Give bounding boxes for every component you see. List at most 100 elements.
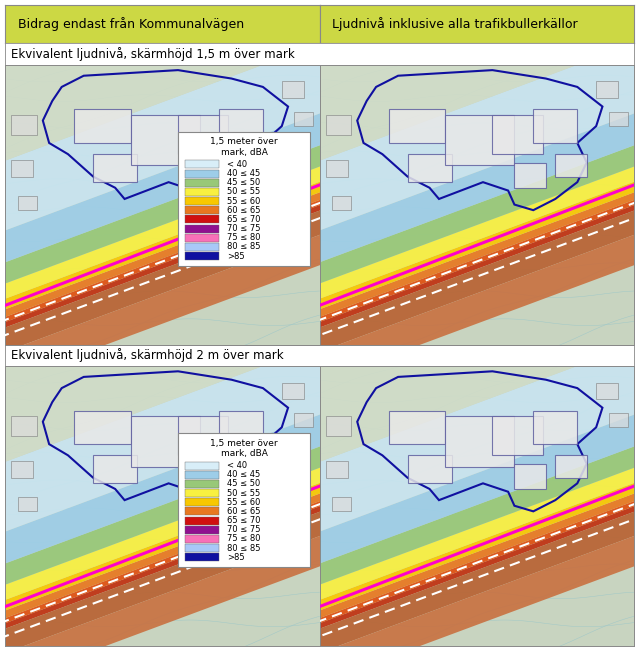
Bar — [445, 115, 514, 165]
Text: 60 ≤ 65: 60 ≤ 65 — [227, 206, 260, 215]
Text: < 40: < 40 — [227, 160, 247, 169]
Bar — [12, 461, 33, 478]
Text: 60 ≤ 65: 60 ≤ 65 — [227, 507, 260, 516]
Bar — [389, 109, 445, 143]
Bar — [219, 411, 263, 444]
Bar — [12, 115, 36, 135]
Bar — [12, 416, 36, 436]
Polygon shape — [213, 158, 639, 361]
Bar — [241, 154, 272, 176]
Bar — [93, 154, 137, 182]
Text: 70 ≤ 75: 70 ≤ 75 — [227, 224, 260, 233]
Bar — [596, 81, 618, 98]
Polygon shape — [0, 151, 434, 357]
Text: >85: >85 — [227, 251, 245, 260]
Bar — [326, 115, 351, 135]
Text: 65 ≤ 70: 65 ≤ 70 — [227, 516, 260, 525]
FancyBboxPatch shape — [178, 433, 310, 568]
Bar — [389, 411, 445, 444]
Bar — [185, 188, 219, 196]
Bar — [185, 544, 219, 552]
Bar — [185, 234, 219, 242]
Bar — [408, 154, 452, 182]
Bar — [282, 81, 304, 98]
Polygon shape — [96, 210, 639, 525]
Bar — [131, 115, 200, 165]
Polygon shape — [178, 84, 639, 311]
Text: 45 ≤ 50: 45 ≤ 50 — [227, 178, 260, 187]
Bar — [185, 215, 219, 223]
Bar — [514, 464, 546, 489]
Polygon shape — [217, 167, 639, 387]
Bar — [185, 179, 219, 187]
Text: 80 ≤ 85: 80 ≤ 85 — [227, 242, 260, 251]
Text: 50 ≤ 55: 50 ≤ 55 — [227, 187, 260, 197]
Polygon shape — [0, 111, 420, 328]
Polygon shape — [0, 167, 448, 387]
Bar — [185, 517, 219, 525]
Polygon shape — [0, 142, 431, 350]
Polygon shape — [0, 412, 420, 630]
Polygon shape — [205, 142, 639, 350]
Bar — [185, 225, 219, 232]
Polygon shape — [205, 443, 639, 651]
Text: 75 ≤ 80: 75 ≤ 80 — [227, 534, 260, 544]
Bar — [555, 455, 587, 478]
Bar — [185, 507, 219, 516]
Bar — [326, 461, 348, 478]
Text: 1,5 meter över
mark, dBA: 1,5 meter över mark, dBA — [210, 137, 278, 157]
Polygon shape — [0, 210, 371, 525]
Polygon shape — [0, 459, 436, 651]
Bar — [514, 163, 546, 187]
Text: >85: >85 — [227, 553, 245, 562]
Bar — [408, 455, 452, 483]
Bar — [185, 197, 219, 205]
Bar — [185, 471, 219, 478]
Polygon shape — [190, 412, 639, 630]
Polygon shape — [178, 385, 639, 611]
Text: 1,5 meter över
mark, dBA: 1,5 meter över mark, dBA — [210, 439, 278, 458]
Bar — [200, 464, 231, 489]
Bar — [534, 411, 577, 444]
Polygon shape — [226, 488, 639, 651]
Polygon shape — [96, 0, 639, 223]
Polygon shape — [0, 443, 431, 651]
Polygon shape — [0, 463, 438, 651]
Bar — [185, 553, 219, 561]
Polygon shape — [0, 187, 460, 412]
Polygon shape — [0, 25, 399, 283]
Bar — [185, 160, 219, 169]
Bar — [493, 416, 543, 455]
Bar — [241, 455, 272, 478]
Polygon shape — [0, 84, 412, 311]
Bar — [185, 498, 219, 506]
Polygon shape — [0, 129, 426, 341]
Bar — [185, 206, 219, 214]
Bar — [178, 416, 228, 455]
Bar — [131, 416, 200, 467]
Bar — [18, 497, 36, 511]
Polygon shape — [199, 129, 639, 341]
Polygon shape — [0, 430, 426, 643]
Polygon shape — [213, 459, 639, 651]
Text: 40 ≤ 45: 40 ≤ 45 — [227, 470, 260, 479]
Text: 75 ≤ 80: 75 ≤ 80 — [227, 233, 260, 242]
Bar — [185, 243, 219, 251]
Polygon shape — [0, 162, 438, 366]
Text: 70 ≤ 75: 70 ≤ 75 — [227, 525, 260, 534]
Text: 40 ≤ 45: 40 ≤ 45 — [227, 169, 260, 178]
Bar — [609, 112, 627, 126]
Bar — [12, 159, 33, 176]
Text: Ekvivalent ljudnivå, skärmhöjd 2 m över mark: Ekvivalent ljudnivå, skärmhöjd 2 m över … — [12, 348, 284, 362]
Polygon shape — [0, 468, 448, 651]
Polygon shape — [217, 468, 639, 651]
Polygon shape — [210, 151, 639, 357]
Bar — [282, 383, 304, 399]
Text: 45 ≤ 50: 45 ≤ 50 — [227, 479, 260, 488]
Text: 55 ≤ 60: 55 ≤ 60 — [227, 197, 260, 206]
Bar — [332, 196, 351, 210]
Text: < 40: < 40 — [227, 461, 247, 470]
Bar — [185, 169, 219, 178]
Bar — [534, 109, 577, 143]
Bar — [295, 112, 313, 126]
